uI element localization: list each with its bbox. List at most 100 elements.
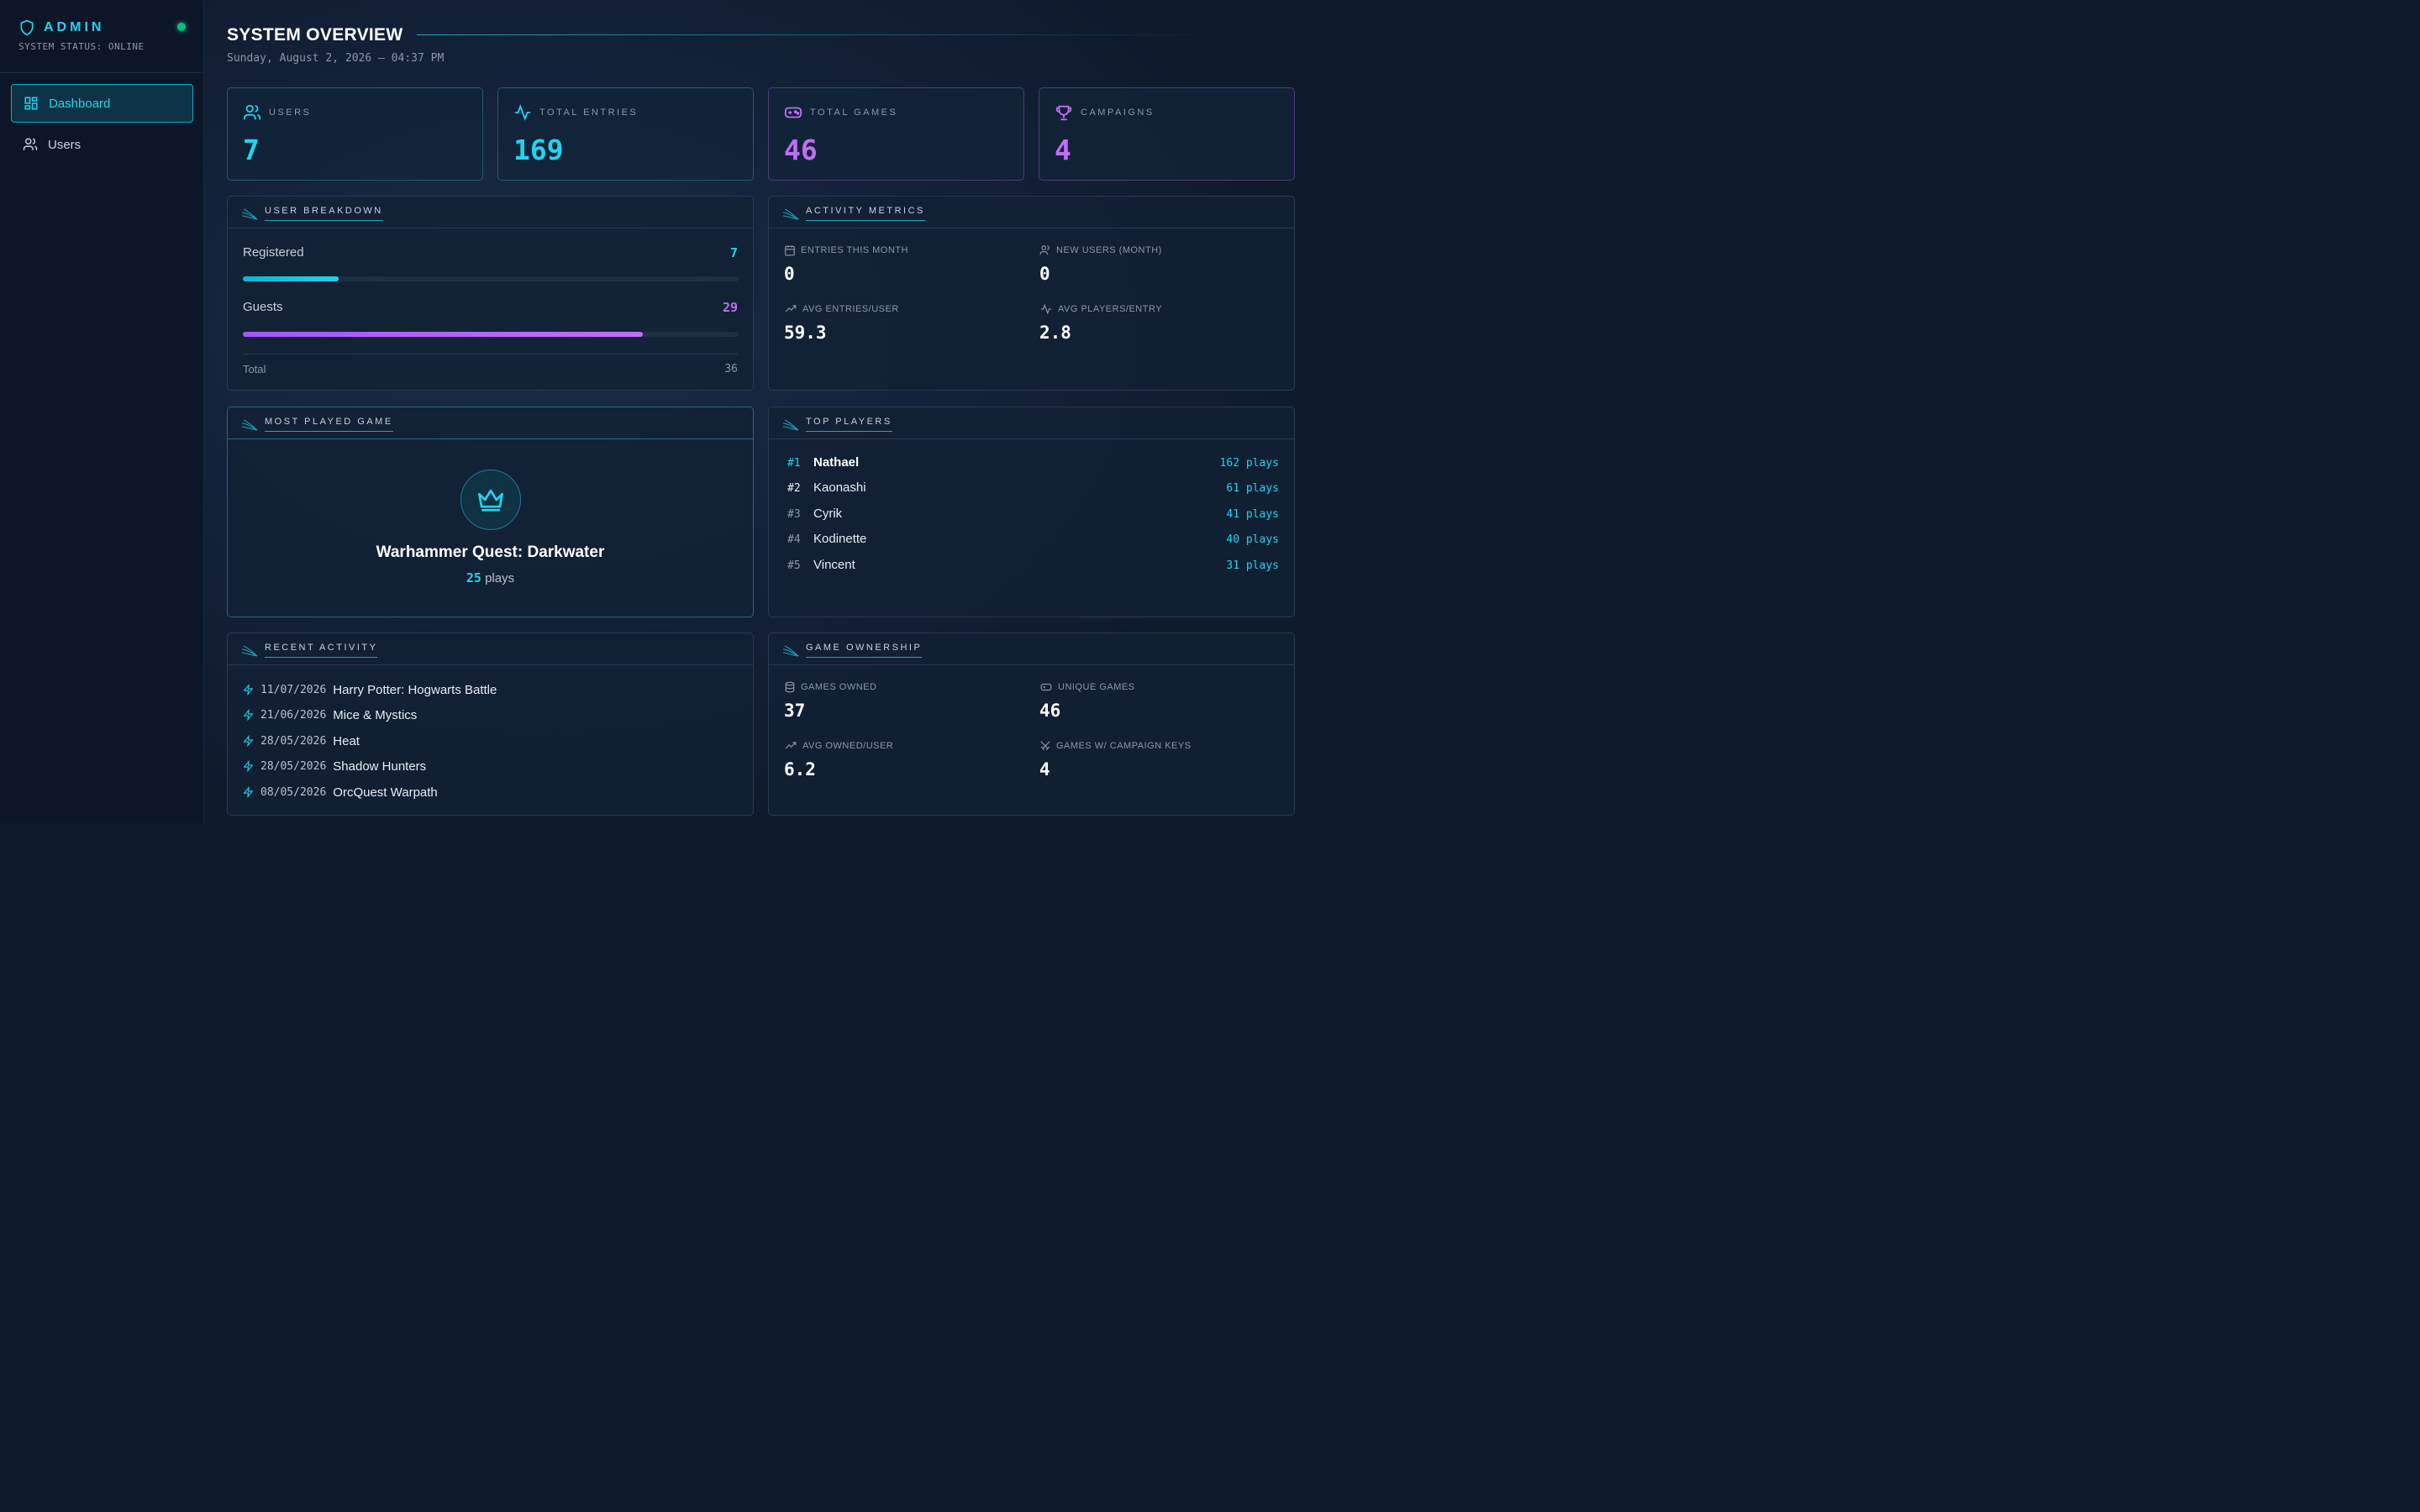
sidebar-divider [0, 72, 204, 73]
dashboard-icon [24, 97, 38, 110]
stat-value: 169 [513, 134, 564, 166]
player-plays: 61 plays [1226, 482, 1279, 495]
player-plays: 162 plays [1219, 457, 1279, 470]
swords-icon [1040, 741, 1050, 751]
player-rank: #4 [787, 533, 801, 546]
registered-count: 7 [729, 245, 738, 260]
panel-title: USER BREAKDOWN [265, 206, 383, 221]
activity-item[interactable]: 28/05/2026 Heat [243, 732, 739, 750]
users-icon [23, 138, 38, 150]
player-rank: #3 [787, 508, 801, 521]
metric-value: 59.3 [784, 323, 827, 343]
player-name: Cyrik [813, 507, 843, 521]
user-breakdown-panel: USER BREAKDOWN Registered 7 Guests 29 To… [227, 196, 754, 391]
player-row[interactable]: #3 Cyrik 41 plays [787, 507, 1279, 525]
metric-label: GAMES OWNED [801, 682, 877, 692]
panel-title: TOP PLAYERS [806, 417, 892, 432]
activity-date: 11/07/2026 [260, 683, 327, 696]
activity-item[interactable]: 28/05/2026 Shadow Hunters [243, 757, 739, 775]
trophy-icon [1055, 105, 1072, 121]
crown-icon [478, 489, 503, 512]
stat-label: USERS [269, 108, 312, 118]
most-played-plays: 25 plays [228, 570, 753, 585]
metric-label: GAMES W/ CAMPAIGN KEYS [1056, 741, 1192, 751]
panel-title: GAME OWNERSHIP [806, 643, 923, 658]
game-ownership-panel: GAME OWNERSHIP GAMES OWNED 37 UNIQUE GAM… [768, 633, 1295, 816]
calendar-icon [785, 245, 795, 256]
activity-date: 08/05/2026 [260, 785, 327, 799]
activity-game: Heat [333, 733, 360, 748]
player-row[interactable]: #5 Vincent 31 plays [787, 558, 1279, 576]
zap-icon [243, 760, 254, 772]
panel-title: MOST PLAYED GAME [265, 417, 393, 432]
activity-game: Shadow Hunters [333, 759, 427, 774]
waves-icon [782, 419, 799, 431]
brand: ADMIN [18, 18, 104, 37]
page-title: SYSTEM OVERVIEW [227, 25, 403, 45]
panel-title: ACTIVITY METRICS [806, 206, 925, 221]
activity-game: Harry Potter: Hogwarts Battle [333, 682, 497, 697]
system-status: SYSTEM STATUS: ONLINE [18, 41, 145, 52]
gamepad-icon [1040, 683, 1052, 691]
guests-count: 29 [722, 300, 738, 315]
panel-header: USER BREAKDOWN [228, 197, 753, 228]
nav-label-dashboard: Dashboard [49, 96, 111, 111]
activity-date: 21/06/2026 [260, 708, 327, 722]
waves-icon [241, 645, 258, 657]
guests-bar-track [243, 332, 739, 337]
top-players-panel: TOP PLAYERS #1 Nathael 162 plays #2 Kaon… [768, 407, 1295, 617]
activity-date: 28/05/2026 [260, 734, 327, 748]
player-row[interactable]: #2 Kaonashi 61 plays [787, 480, 1279, 499]
metric-value: 2.8 [1039, 323, 1071, 343]
player-rank: #1 [787, 457, 801, 470]
registered-bar-fill [243, 276, 339, 281]
panel-header: GAME OWNERSHIP [769, 633, 1294, 665]
plays-label: plays [485, 571, 515, 585]
nav-item-users[interactable]: Users [11, 125, 193, 164]
activity-item[interactable]: 11/07/2026 Harry Potter: Hogwarts Battle [243, 680, 739, 699]
registered-bar-track [243, 276, 739, 281]
player-row[interactable]: #1 Nathael 162 plays [787, 455, 1279, 474]
zap-icon [243, 709, 254, 721]
metric-games-owned: GAMES OWNED [784, 681, 876, 693]
zap-icon [243, 735, 254, 747]
metric-new-users: NEW USERS (MONTH) [1039, 244, 1162, 256]
main-content: SYSTEM OVERVIEW Sunday, August 2, 2026 —… [204, 0, 1318, 823]
stat-value: 7 [243, 134, 260, 166]
waves-icon [782, 208, 799, 220]
crown-badge [460, 470, 521, 530]
metric-value: 37 [784, 701, 806, 721]
app-title: ADMIN [44, 20, 105, 34]
nav-item-dashboard[interactable]: Dashboard [11, 84, 193, 123]
activity-game: Mice & Mystics [333, 707, 418, 722]
nav-label-users: Users [48, 137, 82, 152]
sidebar: ADMIN SYSTEM STATUS: ONLINE Dashboard Us… [0, 0, 204, 823]
player-name: Kaonashi [813, 480, 866, 495]
stat-card-campaigns: CAMPAIGNS 4 [1039, 87, 1295, 181]
most-played-game-title: Warhammer Quest: Darkwater [376, 543, 605, 561]
total-label: Total [243, 363, 266, 375]
metric-label: NEW USERS (MONTH) [1056, 245, 1162, 255]
gamepad-icon [784, 107, 802, 118]
users-icon [243, 104, 261, 120]
metric-label: AVG PLAYERS/ENTRY [1058, 304, 1163, 314]
activity-item[interactable]: 21/06/2026 Mice & Mystics [243, 706, 739, 724]
metric-value: 46 [1039, 701, 1061, 721]
metric-value: 6.2 [784, 759, 816, 780]
panel-header: ACTIVITY METRICS [769, 197, 1294, 228]
player-row[interactable]: #4 Kodinette 40 plays [787, 532, 1279, 550]
shield-icon [20, 19, 34, 36]
player-plays: 40 plays [1226, 533, 1279, 546]
panel-header: TOP PLAYERS [769, 407, 1294, 439]
stat-value: 46 [784, 134, 818, 166]
panel-header: RECENT ACTIVITY [228, 633, 753, 665]
panel-title: RECENT ACTIVITY [265, 643, 378, 658]
stat-label: CAMPAIGNS [1081, 108, 1155, 118]
stat-card-total-games: TOTAL GAMES 46 [768, 87, 1024, 181]
database-icon [785, 681, 795, 693]
zap-icon [243, 786, 254, 798]
player-name: Nathael [813, 455, 860, 470]
activity-item[interactable]: 08/05/2026 OrcQuest Warpath [243, 783, 739, 801]
metric-avg-owned: AVG OWNED/USER [784, 740, 893, 752]
zap-icon [243, 684, 254, 696]
